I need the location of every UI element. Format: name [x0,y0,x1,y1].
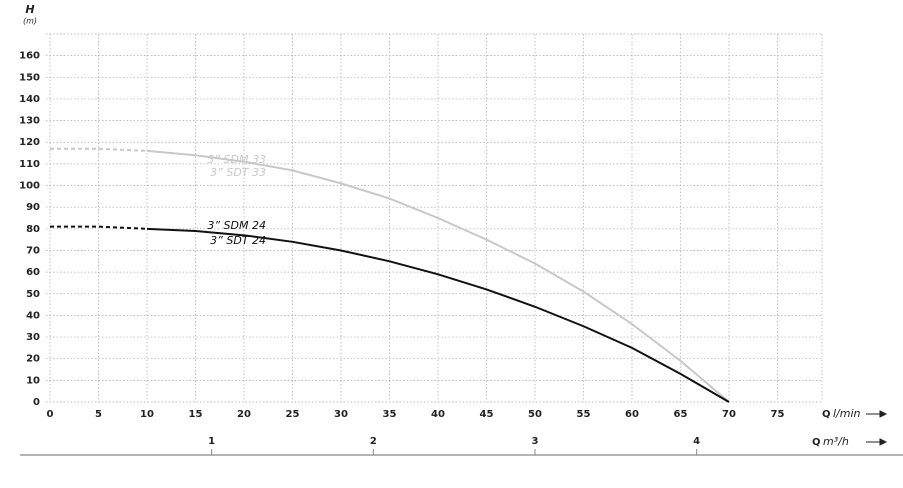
series-label: 3” SDM 24 [207,219,266,232]
x2-tick-label: 1 [208,436,215,447]
x-tick-label: 65 [674,409,688,420]
x2-label-symbol: Q [812,437,821,448]
x-label-symbol: Q [822,409,831,420]
y-tick-label: 100 [19,181,40,192]
series-line [50,225,148,230]
y-tick-label: 140 [19,94,40,105]
x-tick-label: 25 [286,409,300,420]
series-line [146,149,730,403]
x2-tick-label: 2 [370,436,377,447]
y-tick-label: 80 [26,224,40,235]
x-tick-label: 15 [189,409,203,420]
y-label-unit: (m) [23,17,37,26]
x-tick-label: 35 [383,409,397,420]
y-label-symbol: H [25,3,34,16]
y-tick-label: 90 [26,202,40,213]
x2-tick-label: 4 [693,436,700,447]
y-tick-label: 70 [26,245,40,256]
x-tick-label: 60 [625,409,639,420]
arrows [866,410,888,446]
y-tick-label: 130 [19,116,40,127]
y-tick-label: 30 [26,332,40,343]
x-tick-label: 20 [237,409,251,420]
y-tick-label: 160 [19,51,40,62]
x-label-unit: l/min [833,407,861,420]
x2-label-unit: m³/h [823,435,849,448]
y-tick-label: 10 [26,375,40,386]
x-tick-label: 5 [95,409,102,420]
x-tick-label: 10 [140,409,154,420]
x-tick-label: 55 [577,409,591,420]
series-label: 3” SDM 33 [207,153,266,166]
series-line [50,147,148,152]
x-tick-label: 30 [334,409,348,420]
y-tick-label: 150 [19,72,40,83]
y-tick-label: 40 [26,310,40,321]
y-tick-label: 110 [19,159,40,170]
x-tick-label: 40 [431,409,445,420]
series-line [146,227,730,403]
series-label: 3” SDT 33 [210,166,266,179]
y-tick-label: 0 [33,397,40,408]
y-tick-label: 50 [26,289,40,300]
x-tick-label: 45 [480,409,494,420]
y-tick-label: 120 [19,137,40,148]
y-tick-label: 20 [26,354,40,365]
x-tick-label: 75 [771,409,785,420]
x-tick-label: 50 [528,409,542,420]
x2-tick-label: 3 [532,436,539,447]
y-tick-label: 60 [26,267,40,278]
x-tick-label: 70 [722,409,736,420]
x-tick-label: 0 [47,409,54,420]
series-label: 3” SDT 24 [210,234,266,247]
